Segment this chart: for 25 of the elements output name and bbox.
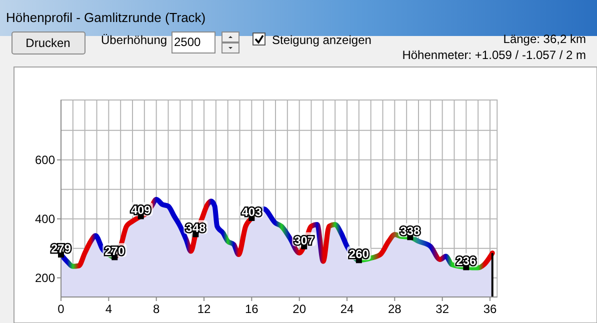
x-tick-label: 16 — [244, 302, 259, 316]
annotation: 236 — [456, 254, 476, 268]
text: Überhöhung — [101, 33, 168, 47]
x-tick-label: 0 — [58, 302, 65, 316]
annotation: 279 — [50, 242, 72, 256]
y-tick-label: 200 — [34, 270, 56, 285]
text: Länge: 36,2 km — [503, 32, 586, 46]
text: Steigung anzeigen — [272, 33, 372, 47]
x-tick-label: 28 — [388, 302, 402, 316]
annotation: 338 — [400, 224, 420, 238]
x-tick-label: 32 — [436, 302, 450, 316]
x-tick-label: 4 — [105, 302, 112, 316]
annotation: 270 — [104, 244, 125, 258]
text: Höhenmeter: +1.059 / -1.057 / 2 m — [402, 48, 586, 62]
x-tick-label: 12 — [197, 302, 211, 316]
annotation: 348 — [186, 221, 206, 236]
chart-title: Höhenprofil - Gamlitzrunde (Track) — [6, 10, 206, 25]
x-tick-label: 36 — [483, 302, 497, 316]
y-tick-label: 400 — [34, 212, 56, 226]
text: 2500 — [174, 35, 202, 49]
x-tick-label: 8 — [152, 302, 160, 316]
x-tick-label: 24 — [340, 302, 354, 316]
text: Drucken — [26, 36, 70, 50]
x-tick-label: 20 — [292, 302, 306, 316]
y-tick-label: 600 — [34, 152, 56, 167]
